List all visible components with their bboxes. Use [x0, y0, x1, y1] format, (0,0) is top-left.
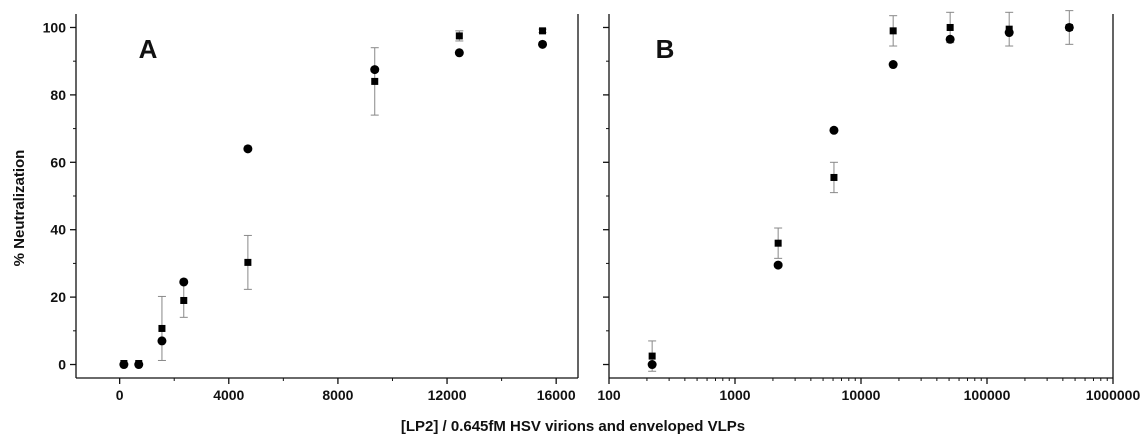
x-axis-title: [LP2] / 0.645fM HSV virions and envelope…: [401, 418, 745, 435]
circle-point: [134, 360, 144, 370]
circle-point: [647, 360, 657, 370]
circle-point: [945, 34, 955, 44]
circle-point: [538, 39, 548, 49]
circle-point: [179, 277, 189, 287]
square-point: [830, 173, 838, 181]
circle-point: [1064, 22, 1074, 32]
y-tick-label: 40: [50, 222, 66, 238]
circle-point: [157, 336, 167, 346]
circle-point: [773, 260, 783, 270]
x-tick-label: 4000: [213, 387, 244, 403]
circle-point: [1004, 28, 1014, 38]
y-tick-label: 20: [50, 289, 66, 305]
square-point: [889, 27, 897, 35]
x-tick-label: 1000: [719, 387, 750, 403]
panel-b: 100 1000 10000 100000 1000000 B: [597, 10, 1141, 403]
x-tick-label: 10000: [842, 387, 881, 403]
circle-point: [370, 65, 380, 75]
x-tick-label: 0: [116, 387, 124, 403]
y-tick-label: 80: [50, 87, 66, 103]
square-point: [946, 23, 954, 31]
y-tick-label: 100: [43, 19, 67, 35]
x-tick-label: 100: [597, 387, 621, 403]
x-tick-label: 12000: [428, 387, 467, 403]
circle-point: [243, 144, 253, 154]
square-point: [180, 296, 188, 304]
square-point: [455, 32, 463, 40]
panel-label: B: [656, 34, 675, 64]
square-point: [648, 352, 656, 360]
square-point: [158, 324, 166, 332]
y-tick-label: 60: [50, 154, 66, 170]
circle-point: [888, 60, 898, 70]
square-point: [244, 258, 252, 266]
circle-point: [829, 125, 839, 135]
x-tick-label: 16000: [537, 387, 576, 403]
x-tick-label: 8000: [322, 387, 353, 403]
square-point: [371, 77, 379, 85]
x-tick-label: 100000: [964, 387, 1011, 403]
x-tick-label: 1000000: [1086, 387, 1141, 403]
y-tick-label: 0: [58, 357, 66, 373]
circle-point: [454, 48, 464, 58]
y-axis-title: % Neutralization: [11, 150, 28, 267]
square-point: [774, 239, 782, 247]
square-point: [539, 27, 547, 35]
panel-a: 0 4000 8000 12000 16000 0 20 40 60 80 100 A: [43, 14, 579, 403]
panel-label: A: [139, 34, 158, 64]
circle-point: [119, 360, 129, 370]
